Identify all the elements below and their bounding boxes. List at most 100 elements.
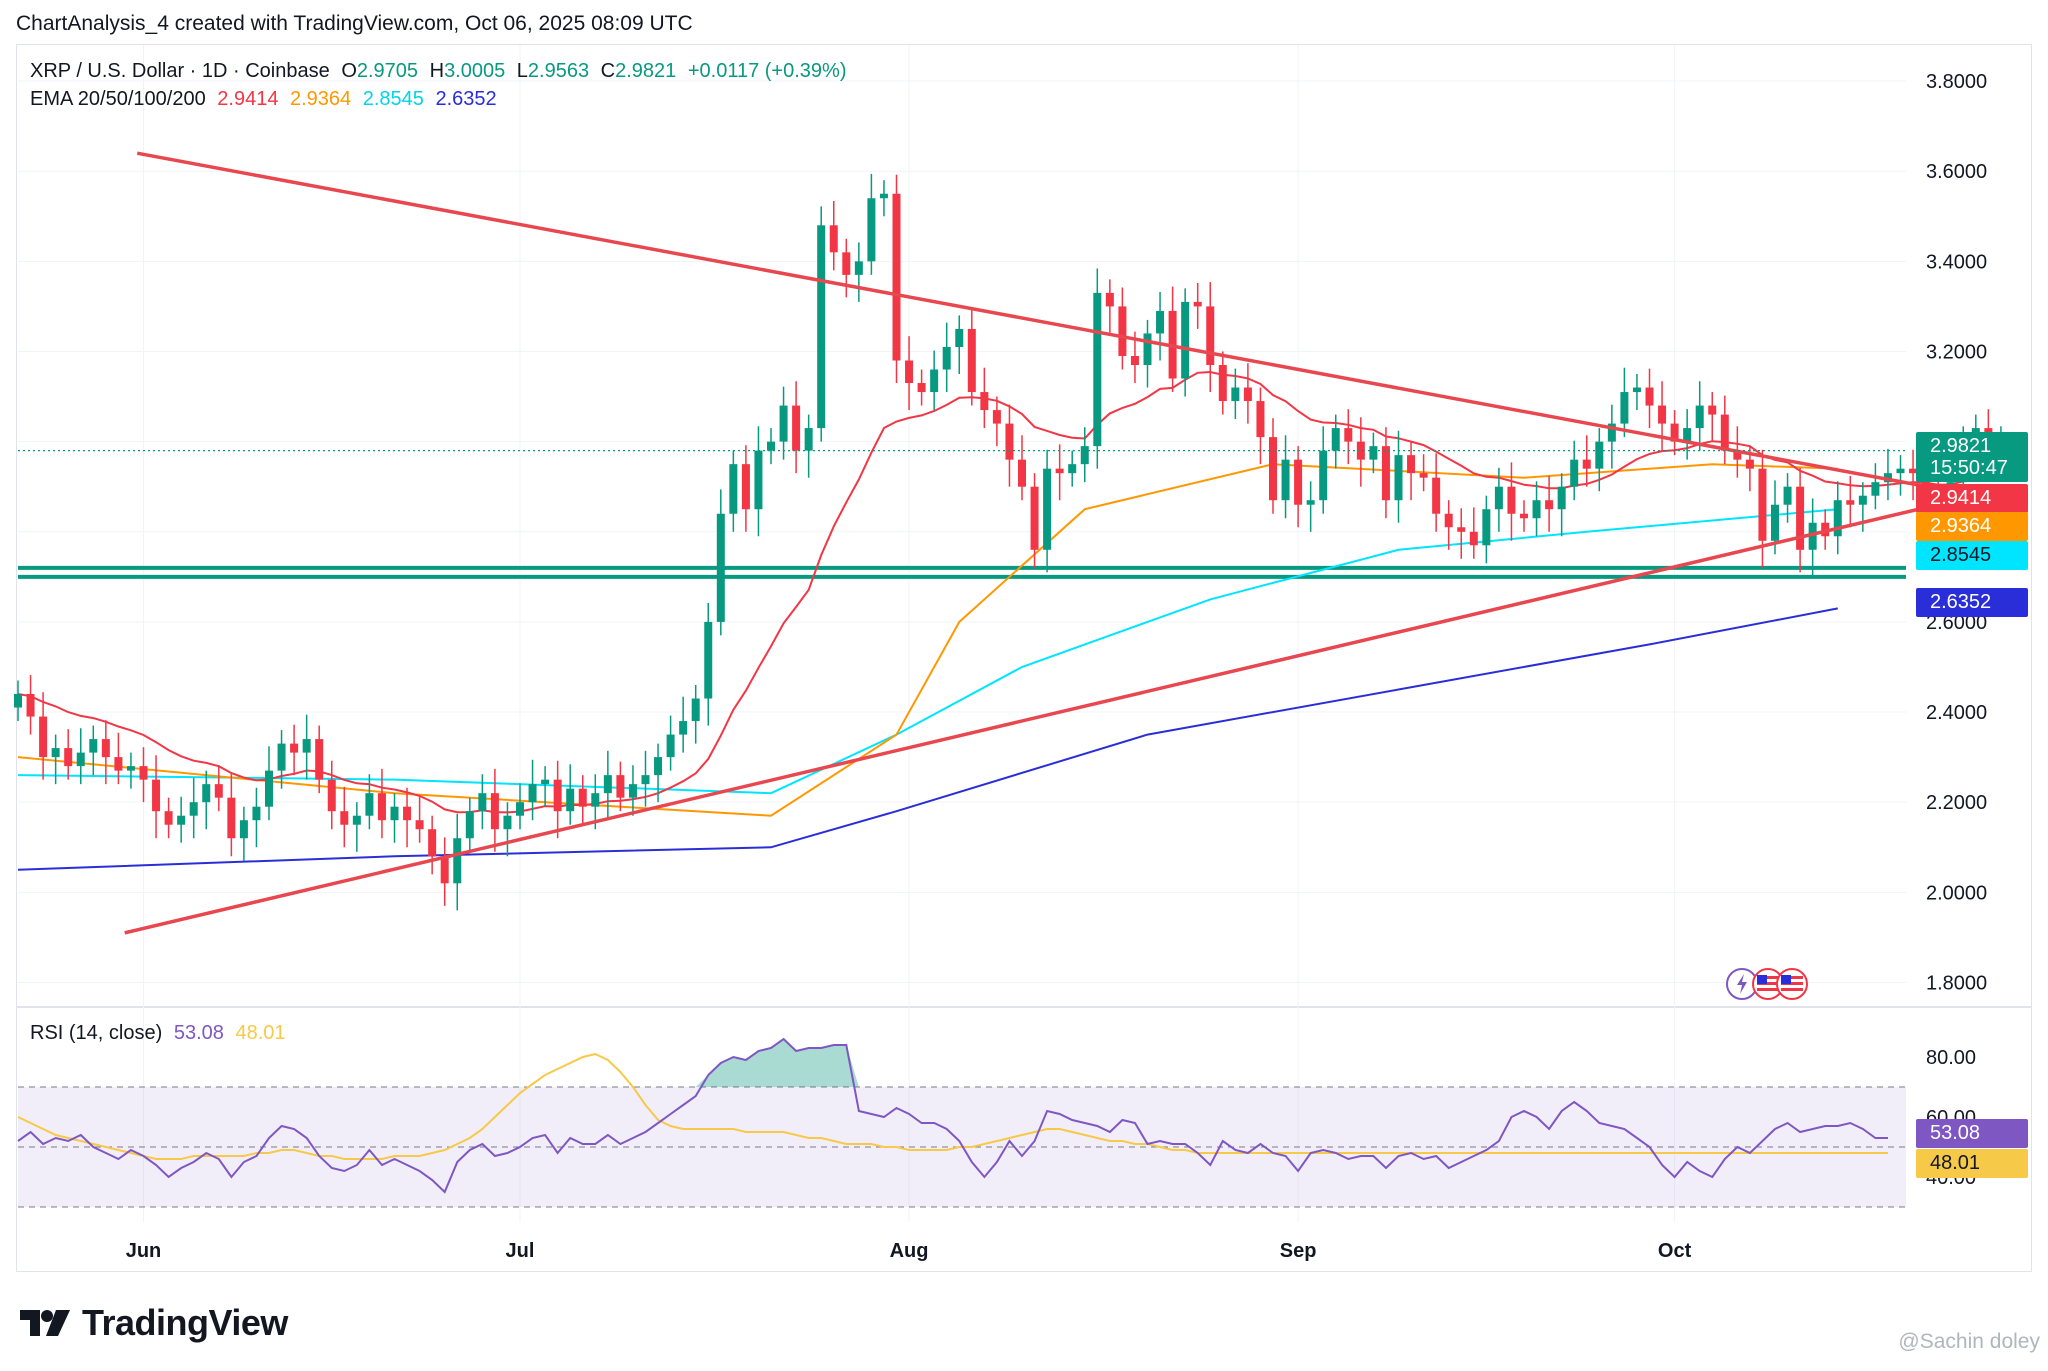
y-tick-label: 1.8000 — [1926, 972, 1987, 994]
candle-body — [1582, 459, 1591, 469]
candle-body — [1494, 486, 1503, 510]
candle-body — [1243, 387, 1252, 402]
candle-body — [1043, 468, 1052, 550]
candle-body — [666, 734, 675, 758]
us-flag-icon[interactable] — [1726, 966, 1810, 1002]
candle-body — [1080, 446, 1089, 465]
flash-icon — [1737, 974, 1747, 994]
candle-body — [541, 779, 550, 785]
candle-body — [1356, 441, 1365, 460]
close-label: C — [600, 60, 616, 82]
candle-body — [1130, 355, 1139, 365]
rsi-badge: 53.08 — [1916, 1119, 2028, 1148]
high-label: H — [429, 60, 445, 82]
candle-body — [177, 815, 186, 825]
y-tick-label: 2.2000 — [1926, 792, 1987, 814]
candle-body — [792, 405, 801, 451]
ema20-value: 2.9414 — [217, 88, 279, 110]
candle-body — [942, 346, 951, 370]
candle-body — [265, 770, 273, 807]
candle-body — [202, 784, 211, 803]
candle-body — [1720, 414, 1729, 451]
candle-body — [290, 743, 299, 753]
candle-body — [1444, 513, 1453, 528]
candle-body — [1143, 333, 1152, 365]
candle-body — [704, 621, 713, 699]
candle-body — [654, 757, 663, 776]
candle-body — [478, 793, 487, 812]
upper-trendline — [136, 151, 1977, 498]
candle-body — [1695, 405, 1704, 429]
rsi-overbought-fill — [695, 1039, 859, 1087]
candle-body — [879, 193, 888, 199]
candle-body — [227, 797, 236, 839]
candle-body — [1545, 500, 1554, 510]
candle-body — [51, 748, 60, 758]
candle-body — [804, 428, 813, 451]
candle-body — [214, 784, 223, 798]
candle-body — [1319, 450, 1328, 501]
candle-body — [1808, 522, 1817, 550]
y-tick-label: 3.4000 — [1926, 251, 1987, 273]
candle-body — [152, 779, 161, 812]
candle-body — [516, 802, 524, 816]
candle-body — [729, 464, 738, 514]
candle-body — [1018, 459, 1026, 487]
x-tick-label: Sep — [1280, 1240, 1317, 1262]
candle-body — [1783, 486, 1792, 505]
candle-body — [616, 775, 625, 798]
candle-body — [1407, 455, 1416, 474]
candle-body — [1858, 495, 1867, 505]
candle-body — [1469, 531, 1478, 546]
candle-body — [741, 464, 750, 510]
candle-body — [1745, 459, 1754, 469]
candle-body — [89, 739, 98, 753]
candle-body — [955, 328, 964, 347]
candle-body — [566, 788, 575, 812]
brand-name: TradingView — [82, 1302, 288, 1343]
candle-body — [892, 193, 901, 361]
candle-body — [490, 793, 499, 830]
candle-body — [1658, 405, 1667, 424]
candle-body — [1055, 468, 1064, 474]
candle-body — [277, 743, 286, 771]
candle-body — [1030, 486, 1039, 550]
candle-body — [1093, 292, 1102, 447]
candle-body — [1507, 486, 1516, 514]
ema-label: EMA 20/50/100/200 — [30, 88, 206, 110]
price-badge-value: 2.9821 — [1930, 435, 1992, 457]
candle-body — [603, 775, 612, 794]
candle-body — [1281, 459, 1290, 501]
candle-body — [1231, 387, 1240, 402]
candle-body — [842, 252, 851, 275]
open-label: O — [341, 60, 357, 82]
rsi-ma-badge: 48.01 — [1916, 1149, 2028, 1178]
ema50-value: 2.9364 — [290, 88, 352, 110]
candle-body — [1294, 459, 1303, 505]
candle-body — [1570, 459, 1579, 487]
candle-body — [716, 513, 725, 622]
rsi-line — [17, 1037, 1888, 1194]
candle-body — [503, 815, 512, 830]
candle-body — [917, 383, 926, 393]
x-tick-label: Aug — [890, 1240, 929, 1262]
tradingview-logo[interactable]: TradingView — [18, 1302, 288, 1344]
candle-body — [114, 757, 123, 771]
candle-body — [854, 261, 863, 275]
x-tick-label: Oct — [1658, 1240, 1692, 1262]
candle-body — [1871, 482, 1880, 496]
candle-body — [779, 405, 788, 442]
rsi-legend: RSI (14, close) 53.08 48.01 — [30, 1022, 292, 1045]
candle-body — [1381, 446, 1390, 501]
candle-body — [591, 793, 600, 807]
candle-body — [340, 811, 349, 825]
candle-body — [1733, 450, 1742, 460]
candle-body — [1557, 486, 1566, 510]
candle-body — [1068, 464, 1077, 474]
candle-body — [767, 441, 775, 451]
candle-body — [578, 788, 587, 807]
candle-body — [1432, 477, 1441, 514]
high-value: 3.0005 — [444, 60, 506, 82]
candle-body — [553, 779, 562, 812]
